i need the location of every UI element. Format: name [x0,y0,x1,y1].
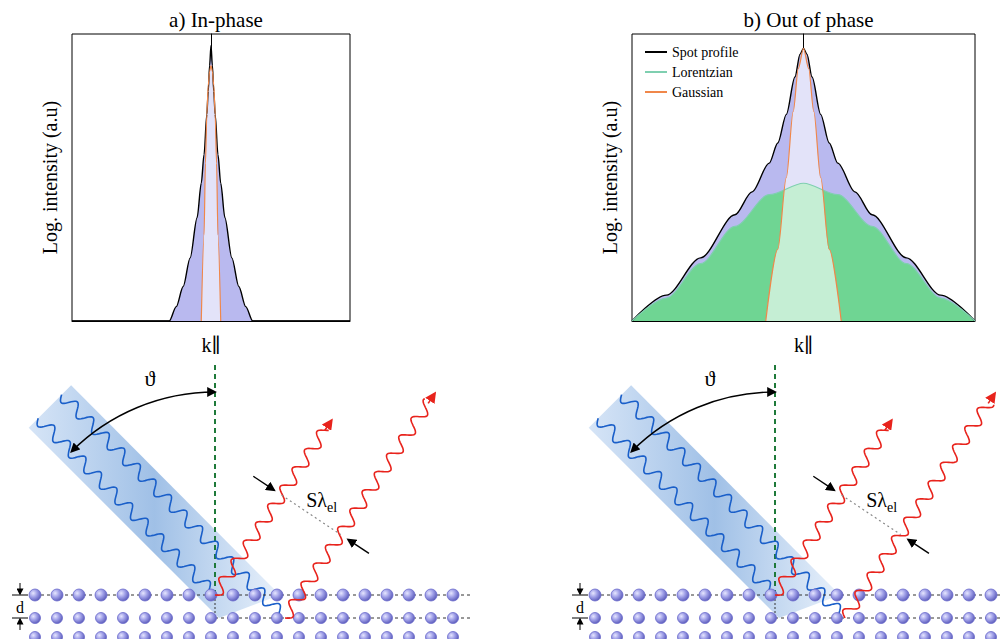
svg-text:ϑ: ϑ [705,366,716,391]
svg-text:k∥: k∥ [794,334,813,356]
svg-text:Log. intensity (a.u): Log. intensity (a.u) [39,101,62,254]
svg-text:d: d [16,599,24,616]
svg-text:Sλel: Sλel [866,489,897,515]
svg-text:b) Out of phase: b) Out of phase [743,8,873,32]
svg-text:Sλel: Sλel [306,489,337,515]
svg-text:Spot profile: Spot profile [672,45,739,60]
svg-text:a) In-phase: a) In-phase [169,8,263,32]
svg-text:ϑ: ϑ [145,366,156,391]
svg-text:Lorentzian: Lorentzian [672,65,733,80]
svg-text:Gaussian: Gaussian [672,85,723,100]
svg-text:k∥: k∥ [201,334,220,356]
svg-text:Log. intensity (a.u): Log. intensity (a.u) [599,101,622,254]
svg-text:d: d [576,599,584,616]
